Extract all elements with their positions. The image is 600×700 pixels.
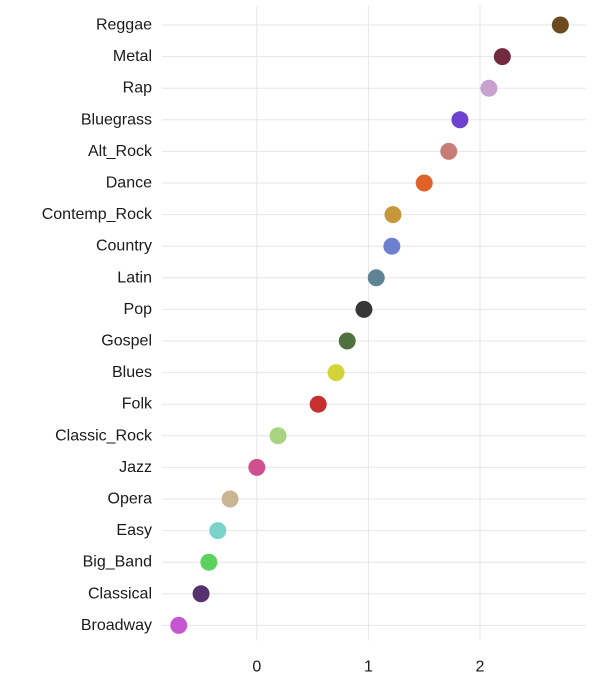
data-point-jazz [248,458,266,476]
data-point-classic-rock [269,427,287,445]
category-label-classic-rock: Classic_Rock [55,427,153,444]
category-label-metal: Metal [113,48,152,65]
category-label-gospel: Gospel [101,333,152,350]
category-label-contemp-rock: Contemp_Rock [42,206,153,223]
data-point-folk [309,395,327,413]
category-labels: Reggae Metal Rap Bluegrass Alt_Rock Dance Cont… [42,17,153,634]
category-label-easy: Easy [116,522,152,539]
category-label-latin: Latin [117,269,152,286]
data-point-bluegrass [451,111,469,129]
category-label-dance: Dance [106,175,152,192]
x-tick-labels: 0 1 2 [252,659,484,676]
data-point-blues [327,364,345,382]
category-label-broadway: Broadway [81,617,152,634]
data-point-broadway [170,616,188,634]
data-point-alt-rock [440,142,458,160]
data-point-easy [209,522,227,540]
data-point-gospel [338,332,356,350]
x-tick-label: 0 [252,659,261,676]
grid-lines [162,6,586,641]
category-label-alt-rock: Alt_Rock [88,143,153,160]
category-label-bluegrass: Bluegrass [81,111,152,128]
data-point-big-band [200,553,218,571]
data-point-dance [415,174,433,192]
category-label-big-band: Big_Band [83,554,152,571]
data-point-contemp-rock [384,206,402,224]
category-label-country: Country [96,238,152,255]
x-tick-label: 2 [476,659,485,676]
category-label-opera: Opera [108,491,153,508]
data-point-rap [480,79,498,97]
x-tick-label: 1 [364,659,373,676]
data-point-opera [221,490,239,508]
data-point-country [383,237,401,255]
data-point-pop [355,300,373,318]
category-label-classical: Classical [88,585,152,602]
data-point-latin [367,269,385,287]
category-label-folk: Folk [122,396,153,413]
data-point-metal [493,48,511,66]
data-points [170,16,569,634]
category-label-blues: Blues [112,364,152,381]
category-label-jazz: Jazz [119,459,152,476]
category-label-pop: Pop [124,301,153,318]
data-point-reggae [551,16,569,34]
category-label-rap: Rap [123,80,152,97]
category-label-reggae: Reggae [96,17,152,34]
data-point-classical [192,585,210,603]
